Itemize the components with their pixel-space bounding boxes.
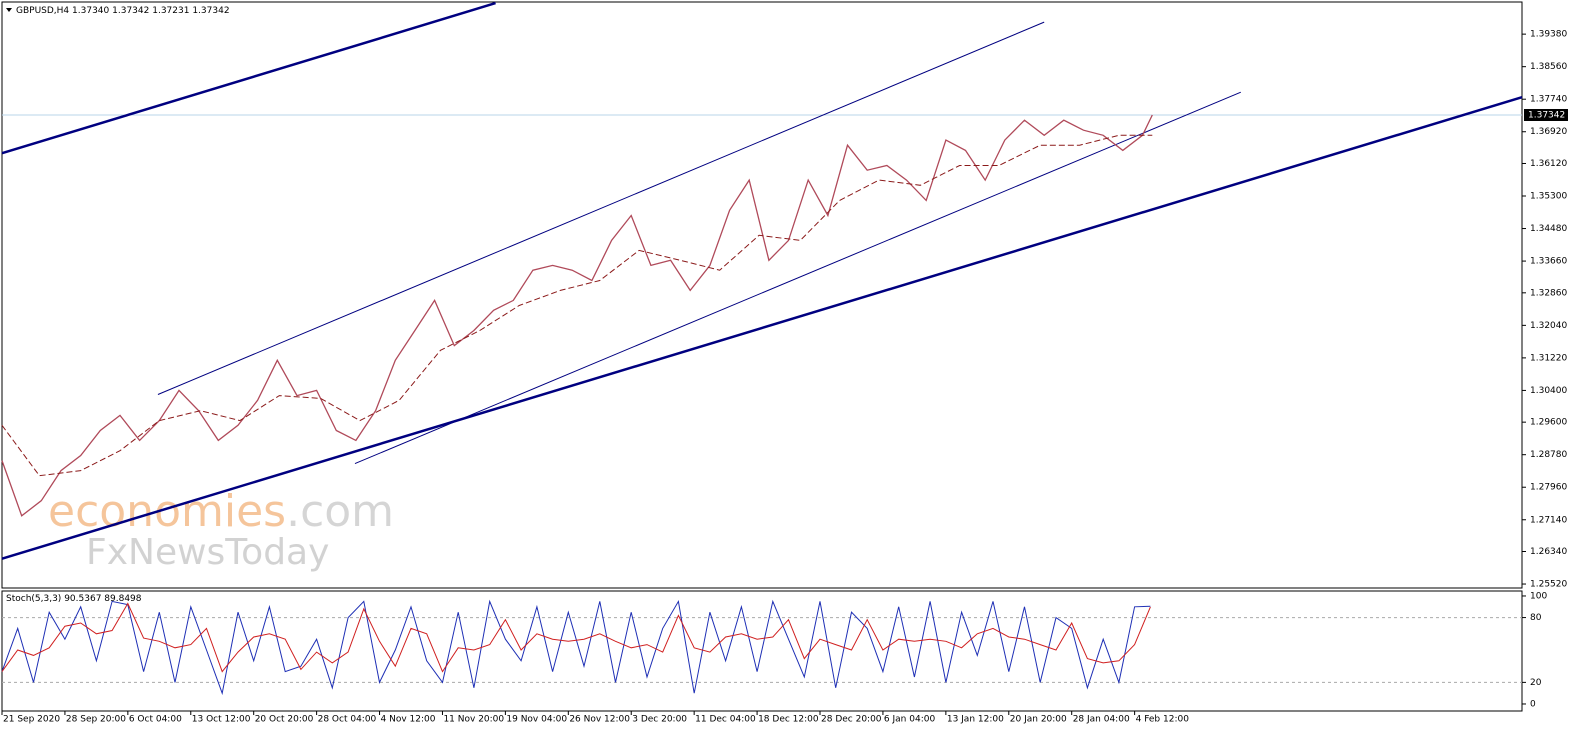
moving-average — [1, 134, 1153, 477]
x-tick-label: 20 Oct 20:00 — [255, 715, 314, 725]
y-tick-label: 1.34480 — [1530, 224, 1567, 234]
main-frame — [1, 1, 1523, 589]
x-tick-label: 4 Feb 12:00 — [1136, 715, 1190, 725]
x-tick-label: 6 Oct 04:00 — [129, 715, 182, 725]
x-tick-label: 13 Oct 12:00 — [192, 715, 251, 725]
y-tick-label: 1.38560 — [1530, 62, 1567, 72]
y-tick-label: 1.28780 — [1530, 450, 1567, 460]
y-tick-label: 0 — [1530, 699, 1536, 709]
y-tick-label: 20 — [1530, 678, 1542, 688]
x-tick-label: 28 Oct 04:00 — [318, 715, 377, 725]
price-badge — [1524, 108, 1568, 121]
y-tick-label: 1.33660 — [1530, 257, 1567, 267]
x-tick-label: 20 Jan 20:00 — [1010, 715, 1067, 725]
stoch-header: Stoch(5,3,3) 90.5367 89.8498 — [6, 594, 142, 604]
y-tick-label: 1.25520 — [1530, 580, 1567, 590]
y-tick-label: 1.37740 — [1530, 95, 1567, 105]
menu-arrow — [6, 8, 12, 12]
y-tick-label: 80 — [1530, 613, 1542, 623]
x-tick-label: 28 Dec 20:00 — [821, 715, 882, 725]
x-tick-label: 26 Nov 12:00 — [569, 715, 630, 725]
y-tick-label: 1.30400 — [1530, 386, 1567, 396]
y-tick-label: 1.36920 — [1530, 127, 1567, 137]
price-badge-label: 1.37342 — [1528, 110, 1565, 120]
x-tick-label: 18 Dec 12:00 — [758, 715, 819, 725]
y-tick-label: 1.26340 — [1530, 547, 1567, 557]
y-tick-label: 1.35300 — [1530, 192, 1567, 202]
header: GBPUSD,H4 1.37340 1.37342 1.37231 1.3734… — [16, 6, 230, 16]
trend-line — [157, 21, 1045, 395]
price-line — [1, 114, 1153, 517]
x-tick-label: 21 Sep 2020 — [3, 715, 60, 725]
x-tick-label: 28 Jan 04:00 — [1073, 715, 1130, 725]
trend-line — [1, 1, 496, 155]
x-tick-label: 4 Nov 12:00 — [381, 715, 436, 725]
x-tick-label: 19 Nov 04:00 — [506, 715, 567, 725]
y-tick-label: 1.27960 — [1530, 483, 1567, 493]
x-tick-label: 13 Jan 12:00 — [947, 715, 1004, 725]
y-tick-label: 100 — [1530, 591, 1547, 601]
stoch-line — [1, 599, 1151, 696]
x-tick-label: 3 Dec 20:00 — [632, 715, 687, 725]
stoch-line — [1, 602, 1151, 673]
y-tick-label: 1.39380 — [1530, 30, 1567, 40]
watermark: FxNewsToday — [86, 532, 329, 573]
x-tick-label: 11 Dec 04:00 — [695, 715, 756, 725]
trend-line — [1, 96, 1523, 560]
watermark: economies.com — [48, 486, 394, 537]
x-tick-label: 11 Nov 20:00 — [443, 715, 504, 725]
y-tick-label: 1.36120 — [1530, 159, 1567, 169]
x-tick-label: 6 Jan 04:00 — [884, 715, 936, 725]
trend-line — [354, 91, 1242, 465]
y-tick-label: 1.32040 — [1530, 321, 1567, 331]
y-tick-label: 1.27140 — [1530, 515, 1567, 525]
y-tick-label: 1.32860 — [1530, 288, 1567, 298]
x-tick-label: 28 Sep 20:00 — [66, 715, 126, 725]
y-tick-label: 1.31220 — [1530, 353, 1567, 363]
y-tick-label: 1.29600 — [1530, 418, 1567, 428]
